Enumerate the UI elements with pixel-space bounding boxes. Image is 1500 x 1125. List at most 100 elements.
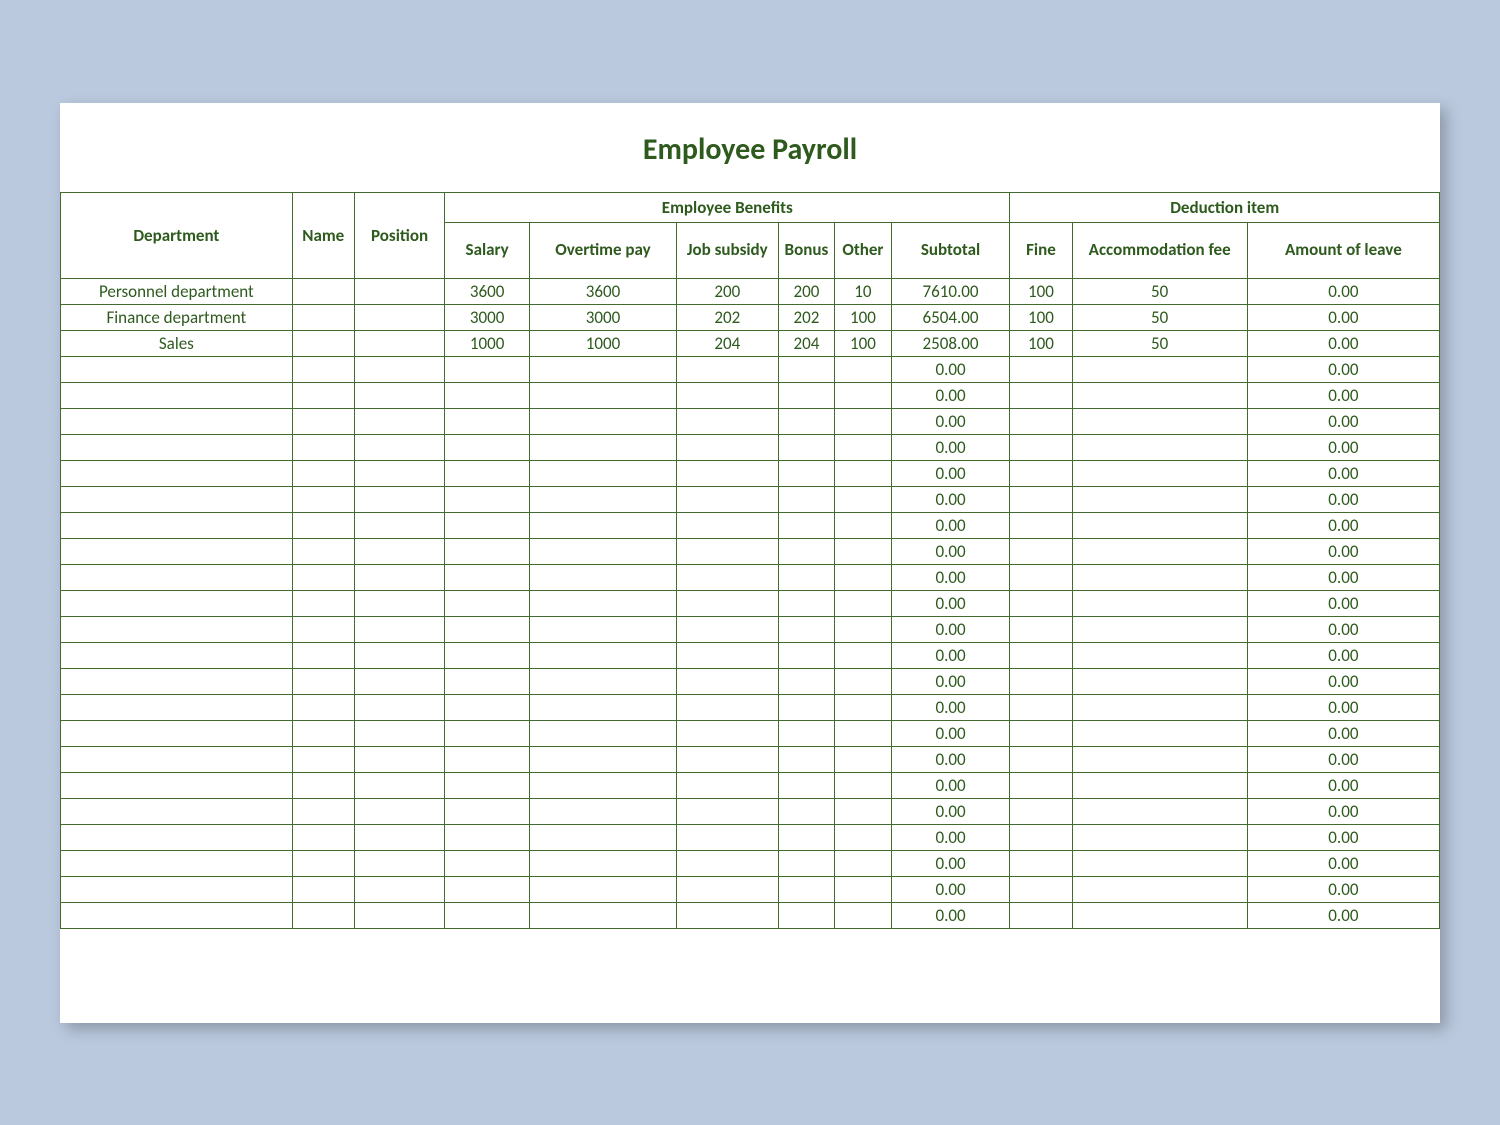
cell-fine[interactable] xyxy=(1010,382,1072,408)
cell-salary[interactable] xyxy=(445,512,530,538)
cell-accommodation[interactable] xyxy=(1072,382,1247,408)
cell-fine[interactable] xyxy=(1010,720,1072,746)
cell-job_subsidy[interactable] xyxy=(676,512,778,538)
cell-subtotal[interactable]: 0.00 xyxy=(891,408,1010,434)
cell-fine[interactable] xyxy=(1010,824,1072,850)
cell-department[interactable] xyxy=(61,902,293,928)
cell-bonus[interactable] xyxy=(778,850,835,876)
cell-department[interactable] xyxy=(61,720,293,746)
cell-subtotal[interactable]: 2508.00 xyxy=(891,330,1010,356)
cell-accommodation[interactable] xyxy=(1072,408,1247,434)
cell-name[interactable] xyxy=(292,876,354,902)
cell-job_subsidy[interactable] xyxy=(676,434,778,460)
cell-name[interactable] xyxy=(292,434,354,460)
cell-position[interactable] xyxy=(354,590,444,616)
cell-other[interactable] xyxy=(835,538,892,564)
cell-other[interactable] xyxy=(835,512,892,538)
cell-fine[interactable] xyxy=(1010,460,1072,486)
cell-fine[interactable] xyxy=(1010,486,1072,512)
cell-amount_of_leave[interactable]: 0.00 xyxy=(1247,278,1439,304)
cell-other[interactable] xyxy=(835,720,892,746)
cell-name[interactable] xyxy=(292,304,354,330)
cell-overtime[interactable] xyxy=(530,486,677,512)
table-row[interactable]: 0.000.00 xyxy=(61,850,1440,876)
cell-position[interactable] xyxy=(354,382,444,408)
cell-overtime[interactable] xyxy=(530,616,677,642)
cell-department[interactable] xyxy=(61,512,293,538)
cell-name[interactable] xyxy=(292,642,354,668)
cell-subtotal[interactable]: 0.00 xyxy=(891,538,1010,564)
cell-bonus[interactable] xyxy=(778,668,835,694)
cell-position[interactable] xyxy=(354,772,444,798)
cell-amount_of_leave[interactable]: 0.00 xyxy=(1247,356,1439,382)
cell-subtotal[interactable]: 7610.00 xyxy=(891,278,1010,304)
cell-salary[interactable]: 3600 xyxy=(445,278,530,304)
cell-salary[interactable]: 1000 xyxy=(445,330,530,356)
cell-bonus[interactable] xyxy=(778,876,835,902)
cell-overtime[interactable] xyxy=(530,668,677,694)
cell-overtime[interactable] xyxy=(530,460,677,486)
table-row[interactable]: 0.000.00 xyxy=(61,902,1440,928)
cell-amount_of_leave[interactable]: 0.00 xyxy=(1247,460,1439,486)
cell-bonus[interactable] xyxy=(778,434,835,460)
cell-amount_of_leave[interactable]: 0.00 xyxy=(1247,590,1439,616)
cell-accommodation[interactable] xyxy=(1072,720,1247,746)
cell-fine[interactable] xyxy=(1010,434,1072,460)
cell-department[interactable] xyxy=(61,824,293,850)
cell-bonus[interactable] xyxy=(778,902,835,928)
cell-position[interactable] xyxy=(354,278,444,304)
cell-other[interactable] xyxy=(835,616,892,642)
cell-name[interactable] xyxy=(292,408,354,434)
cell-other[interactable] xyxy=(835,746,892,772)
cell-amount_of_leave[interactable]: 0.00 xyxy=(1247,408,1439,434)
cell-subtotal[interactable]: 0.00 xyxy=(891,798,1010,824)
table-row[interactable]: 0.000.00 xyxy=(61,824,1440,850)
cell-bonus[interactable]: 202 xyxy=(778,304,835,330)
cell-subtotal[interactable]: 0.00 xyxy=(891,616,1010,642)
cell-amount_of_leave[interactable]: 0.00 xyxy=(1247,850,1439,876)
cell-position[interactable] xyxy=(354,850,444,876)
cell-accommodation[interactable] xyxy=(1072,642,1247,668)
cell-other[interactable] xyxy=(835,356,892,382)
cell-department[interactable] xyxy=(61,486,293,512)
cell-department[interactable] xyxy=(61,642,293,668)
cell-salary[interactable] xyxy=(445,356,530,382)
cell-amount_of_leave[interactable]: 0.00 xyxy=(1247,382,1439,408)
cell-fine[interactable] xyxy=(1010,694,1072,720)
cell-accommodation[interactable] xyxy=(1072,746,1247,772)
cell-subtotal[interactable]: 0.00 xyxy=(891,382,1010,408)
cell-accommodation[interactable] xyxy=(1072,460,1247,486)
cell-accommodation[interactable] xyxy=(1072,590,1247,616)
cell-subtotal[interactable]: 0.00 xyxy=(891,356,1010,382)
cell-fine[interactable] xyxy=(1010,772,1072,798)
cell-salary[interactable] xyxy=(445,876,530,902)
cell-bonus[interactable] xyxy=(778,356,835,382)
cell-bonus[interactable] xyxy=(778,616,835,642)
cell-position[interactable] xyxy=(354,668,444,694)
cell-department[interactable] xyxy=(61,876,293,902)
cell-salary[interactable] xyxy=(445,408,530,434)
cell-salary[interactable] xyxy=(445,902,530,928)
cell-department[interactable] xyxy=(61,694,293,720)
cell-bonus[interactable] xyxy=(778,798,835,824)
cell-overtime[interactable] xyxy=(530,434,677,460)
cell-overtime[interactable] xyxy=(530,798,677,824)
table-row[interactable]: 0.000.00 xyxy=(61,564,1440,590)
cell-salary[interactable] xyxy=(445,460,530,486)
cell-other[interactable] xyxy=(835,408,892,434)
cell-name[interactable] xyxy=(292,538,354,564)
cell-fine[interactable]: 100 xyxy=(1010,278,1072,304)
cell-job_subsidy[interactable] xyxy=(676,382,778,408)
cell-accommodation[interactable] xyxy=(1072,616,1247,642)
cell-department[interactable] xyxy=(61,590,293,616)
table-row[interactable]: 0.000.00 xyxy=(61,668,1440,694)
cell-position[interactable] xyxy=(354,408,444,434)
cell-salary[interactable] xyxy=(445,772,530,798)
cell-job_subsidy[interactable] xyxy=(676,902,778,928)
cell-subtotal[interactable]: 0.00 xyxy=(891,668,1010,694)
cell-position[interactable] xyxy=(354,486,444,512)
cell-other[interactable] xyxy=(835,460,892,486)
cell-overtime[interactable] xyxy=(530,642,677,668)
cell-salary[interactable] xyxy=(445,694,530,720)
cell-department[interactable]: Sales xyxy=(61,330,293,356)
